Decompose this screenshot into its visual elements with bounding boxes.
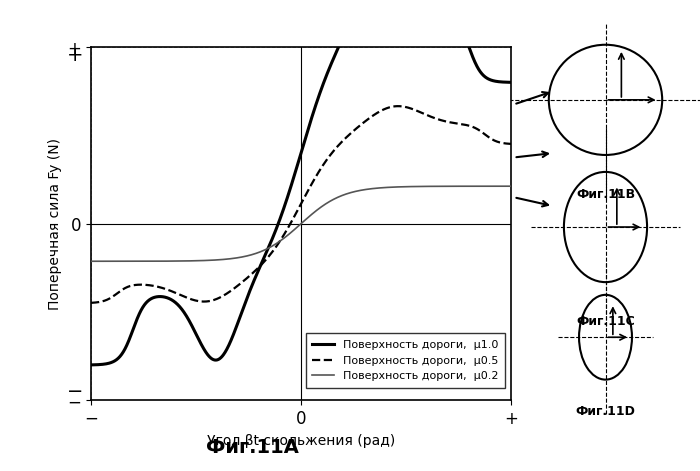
Text: Фиг.11С: Фиг.11С [576,315,635,328]
Text: Фиг.11А: Фиг.11А [206,438,298,457]
Legend: Поверхность дороги,  μ1.0, Поверхность дороги,  μ0.5, Поверхность дороги,  μ0.2: Поверхность дороги, μ1.0, Поверхность до… [305,333,505,388]
Text: Фиг.11В: Фиг.11В [576,188,635,201]
Y-axis label: Поперечная сила Fy (N): Поперечная сила Fy (N) [48,138,62,310]
X-axis label: Угол βt скольжения (рад): Угол βt скольжения (рад) [207,434,395,447]
Text: Фиг.11D: Фиг.11D [575,405,636,418]
Text: +: + [67,47,83,65]
Text: −: − [67,382,83,401]
